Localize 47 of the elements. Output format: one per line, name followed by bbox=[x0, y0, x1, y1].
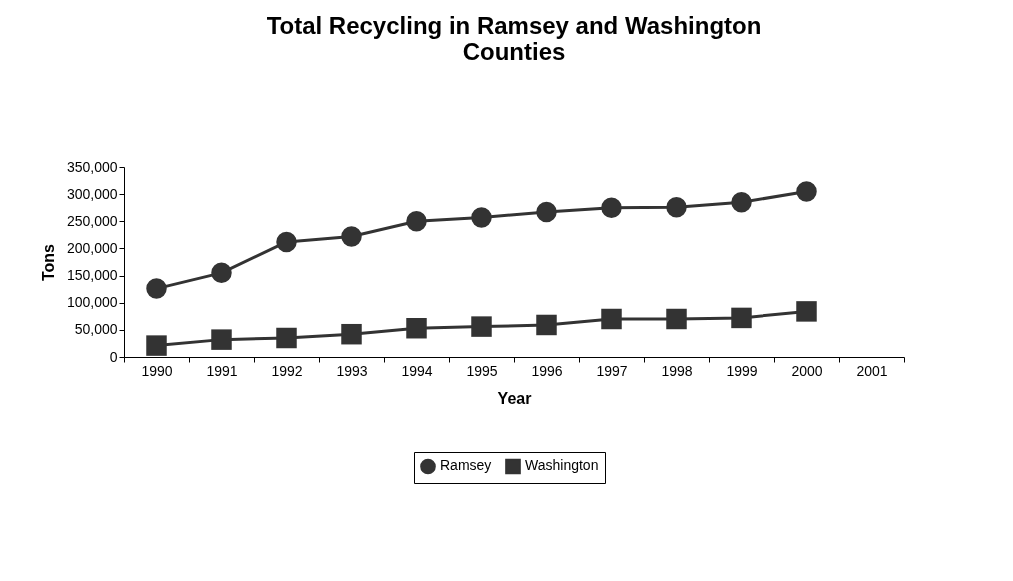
y-tick-label: 200,000 bbox=[66, 239, 118, 256]
point bbox=[666, 196, 687, 218]
y-tick-label: 100,000 bbox=[66, 294, 118, 311]
point bbox=[666, 308, 687, 330]
x-tick-label: 1999 bbox=[726, 362, 758, 379]
x-tick-label: 1996 bbox=[531, 362, 563, 379]
point bbox=[276, 231, 297, 253]
x-tick-label: 1994 bbox=[401, 362, 433, 379]
point bbox=[731, 192, 752, 213]
point bbox=[536, 201, 557, 223]
point bbox=[146, 335, 167, 356]
x-tick-label: 2000 bbox=[791, 362, 823, 379]
point bbox=[211, 262, 232, 284]
point bbox=[471, 207, 492, 228]
x-tick-label: 2001 bbox=[856, 362, 888, 379]
y-tick-label: 50,000 bbox=[74, 321, 118, 338]
y-tick-label: 250,000 bbox=[66, 212, 118, 229]
x-tick-label: 1992 bbox=[271, 362, 303, 379]
y-axis-title: Tons bbox=[39, 243, 57, 282]
point bbox=[796, 301, 817, 322]
point bbox=[341, 226, 362, 247]
point bbox=[536, 314, 557, 336]
chart-title: Total Recycling in Ramsey and Washington Counties bbox=[266, 12, 762, 65]
x-tick-label: 1990 bbox=[141, 362, 173, 379]
x-tick-label: 1998 bbox=[661, 362, 693, 379]
point bbox=[406, 317, 427, 339]
x-tick-label: 1995 bbox=[466, 362, 498, 379]
y-tick-label: 150,000 bbox=[66, 267, 118, 284]
point bbox=[601, 308, 622, 330]
x-tick-label: 1991 bbox=[206, 362, 238, 379]
point bbox=[731, 307, 752, 329]
y-tick-label: 350,000 bbox=[66, 158, 118, 175]
point bbox=[471, 316, 492, 337]
point bbox=[796, 181, 817, 202]
point bbox=[341, 323, 362, 345]
x-axis-title: Year bbox=[497, 389, 532, 407]
point bbox=[406, 211, 427, 232]
x-tick-label: 1997 bbox=[596, 362, 628, 379]
y-tick-label: 300,000 bbox=[66, 185, 118, 202]
legend-label: Washington bbox=[525, 457, 599, 474]
point bbox=[276, 327, 297, 349]
point bbox=[211, 329, 232, 350]
x-tick-label: 1993 bbox=[336, 362, 368, 379]
y-tick-label: 0 bbox=[109, 348, 118, 365]
point bbox=[146, 278, 167, 299]
point bbox=[601, 197, 622, 218]
legend-label: Ramsey bbox=[440, 457, 492, 474]
